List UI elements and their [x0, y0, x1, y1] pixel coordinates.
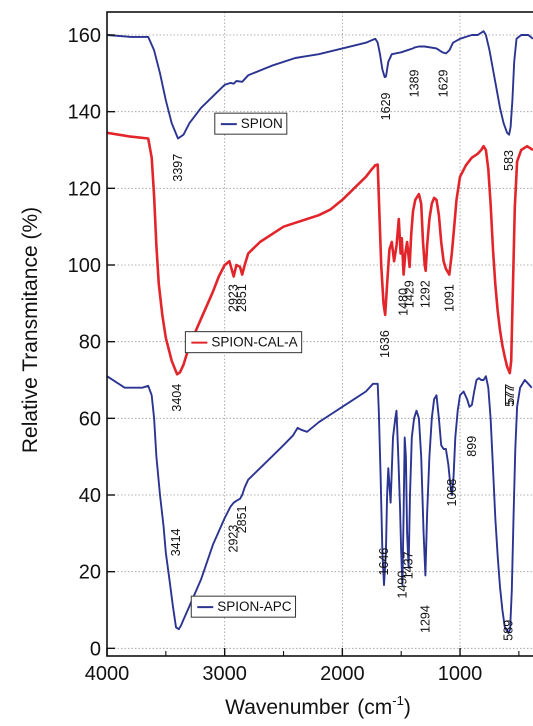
legend-label: SPION [241, 116, 283, 131]
peak-label: 1646 [377, 548, 391, 576]
legend-spion-apc: SPION-APC [190, 595, 297, 618]
peak-label: 3397 [171, 154, 185, 182]
x-tick-label: 4000 [85, 663, 130, 685]
peak-label: 577 [503, 384, 517, 405]
peak-label: 1437 [402, 551, 416, 579]
peak-label: 1389 [407, 69, 421, 97]
peak-label: 2851 [235, 505, 249, 533]
peak-label: 3414 [169, 528, 183, 556]
peak-label: 1480 [397, 288, 411, 316]
peak-label: 1636 [378, 330, 392, 358]
y-tick-label: 160 [68, 25, 101, 47]
x-axis-title: Wavenumber (cm-1) [225, 693, 411, 719]
series-line-spion-cal-a [107, 131, 533, 376]
plot-frame [106, 11, 533, 657]
y-tick-label: 100 [68, 255, 101, 277]
peak-label: 2923 [227, 284, 241, 312]
peak-label: 1490 [395, 571, 409, 599]
peak-label: 1294 [418, 605, 432, 633]
y-tick-label: 0 [90, 638, 101, 660]
peak-label: 1629 [437, 69, 451, 97]
x-tick-label: 2000 [320, 663, 365, 685]
peak-label: 589 [501, 620, 515, 641]
y-tick-label: 140 [68, 102, 101, 124]
peak-label: 1068 [445, 479, 459, 507]
grid-lines [106, 12, 533, 656]
peak-label: 2923 [227, 525, 241, 553]
x-axis-unit-exponent: -1 [392, 693, 404, 708]
legend-label: SPION-CAL-A [211, 335, 297, 350]
legend-box [184, 331, 303, 354]
peak-label: 577 [503, 386, 517, 407]
x-axis-title-main: Wavenumber [225, 696, 349, 719]
peak-label: 3404 [170, 384, 184, 412]
y-tick-label: 20 [79, 562, 101, 584]
legends: SPION SPION-CAL-A SPION-APC [184, 112, 303, 618]
x-tick-label: 1000 [438, 663, 483, 685]
series-lines [107, 30, 533, 634]
peak-label: 1091 [442, 284, 456, 312]
x-axis-unit-close: ) [404, 696, 411, 719]
y-tick-label: 40 [79, 485, 101, 507]
y-tick-label: 80 [79, 332, 101, 354]
peak-label: 583 [502, 150, 516, 171]
peak-label: 1292 [419, 280, 433, 308]
axis-ticks: 0 20 40 60 80 100 120 140 160 4000 3000 2000 1000 [68, 25, 520, 685]
plot-border [106, 11, 533, 657]
x-axis-unit-base: (cm [357, 696, 392, 719]
legend-label: SPION-APC [217, 599, 292, 614]
legend-box [214, 112, 288, 135]
series-line-spion [107, 30, 533, 140]
peak-label: 1629 [379, 92, 393, 120]
y-tick-label: 60 [79, 408, 101, 430]
series-line-spion-apc [107, 375, 533, 634]
legend-box [190, 595, 297, 618]
peak-label: 2851 [235, 284, 249, 312]
y-tick-label: 120 [68, 178, 101, 200]
peak-label: 899 [465, 436, 479, 457]
y-axis-title: Relative Transmitance (%) [19, 207, 42, 453]
legend-spion: SPION [214, 112, 288, 135]
peak-label: 1429 [403, 280, 417, 308]
legend-spion-cal-a: SPION-CAL-A [184, 331, 303, 354]
x-tick-label: 3000 [202, 663, 247, 685]
